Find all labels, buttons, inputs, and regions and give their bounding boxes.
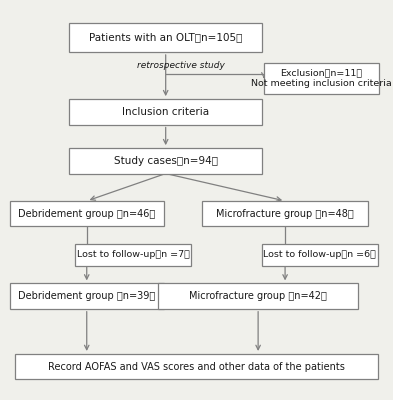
FancyBboxPatch shape: [15, 354, 378, 379]
FancyBboxPatch shape: [70, 99, 262, 124]
FancyBboxPatch shape: [262, 244, 378, 266]
FancyBboxPatch shape: [70, 148, 262, 174]
FancyBboxPatch shape: [158, 283, 358, 309]
FancyBboxPatch shape: [70, 23, 262, 52]
FancyBboxPatch shape: [75, 244, 191, 266]
FancyBboxPatch shape: [10, 201, 164, 226]
Text: Debridement group （n=39）: Debridement group （n=39）: [18, 291, 155, 301]
Text: Study cases（n=94）: Study cases（n=94）: [114, 156, 218, 166]
Text: Debridement group （n=46）: Debridement group （n=46）: [18, 209, 155, 219]
FancyBboxPatch shape: [202, 201, 368, 226]
Text: Patients with an OLT（n=105）: Patients with an OLT（n=105）: [89, 32, 242, 42]
Text: retrospective study: retrospective study: [137, 62, 225, 70]
Text: Inclusion criteria: Inclusion criteria: [122, 107, 209, 117]
Text: Microfracture group （n=42）: Microfracture group （n=42）: [189, 291, 327, 301]
Text: Lost to follow-up（n =6）: Lost to follow-up（n =6）: [263, 250, 376, 259]
Text: Microfracture group （n=48）: Microfracture group （n=48）: [216, 209, 354, 219]
FancyBboxPatch shape: [10, 283, 164, 309]
Text: Lost to follow-up（n =7）: Lost to follow-up（n =7）: [77, 250, 189, 259]
FancyBboxPatch shape: [264, 63, 380, 94]
Text: Record AOFAS and VAS scores and other data of the patients: Record AOFAS and VAS scores and other da…: [48, 362, 345, 372]
Text: Exclusion（n=11）
Not meeting inclusion criteria: Exclusion（n=11） Not meeting inclusion cr…: [251, 69, 392, 88]
